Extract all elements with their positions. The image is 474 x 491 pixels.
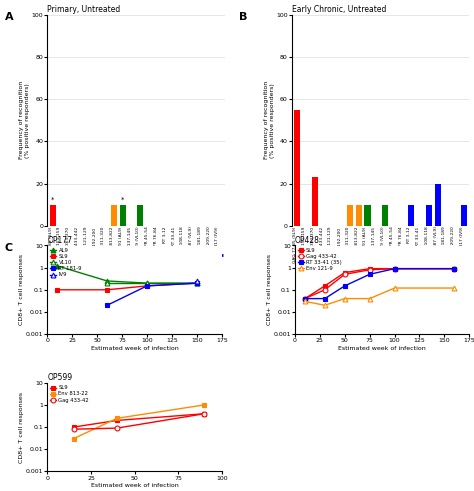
Text: A: A — [5, 12, 13, 22]
Legend: SL9, Env 813-22, Gag 433-42: SL9, Env 813-22, Gag 433-42 — [50, 385, 89, 403]
X-axis label: Estimated week of infection: Estimated week of infection — [91, 346, 178, 351]
Bar — [294, 110, 301, 226]
Bar — [50, 205, 56, 226]
X-axis label: Estimated week of infection: Estimated week of infection — [338, 346, 426, 351]
Bar — [408, 205, 414, 226]
Y-axis label: CD8+ T cell responses: CD8+ T cell responses — [19, 254, 24, 325]
Y-axis label: Frequency of recognition
(% positive responders): Frequency of recognition (% positive res… — [264, 81, 275, 160]
Bar — [347, 205, 353, 226]
Text: Primary, Untreated: Primary, Untreated — [47, 5, 121, 14]
Text: NEF: NEF — [368, 273, 385, 281]
Text: ENV: ENV — [337, 273, 355, 281]
Legend: SL9, Gag 433-42, RT 33-41 (35), Env 121-9: SL9, Gag 433-42, RT 33-41 (35), Env 121-… — [298, 248, 342, 272]
Text: Early Chronic, Untreated: Early Chronic, Untreated — [292, 5, 386, 14]
Text: ENV: ENV — [92, 273, 110, 281]
Bar — [382, 205, 388, 226]
Text: C: C — [5, 243, 13, 253]
Bar — [111, 205, 117, 226]
Bar — [461, 205, 467, 226]
Bar — [312, 177, 318, 226]
Text: B: B — [239, 12, 248, 22]
Text: OP428: OP428 — [295, 236, 320, 245]
Text: POL: POL — [420, 273, 438, 281]
Bar — [137, 205, 144, 226]
Bar — [435, 184, 441, 226]
Y-axis label: CD8+ T cell responses: CD8+ T cell responses — [19, 392, 24, 463]
Y-axis label: CD8+ T cell responses: CD8+ T cell responses — [267, 254, 272, 325]
X-axis label: Estimated week of infection: Estimated week of infection — [91, 483, 178, 489]
Bar — [356, 205, 362, 226]
Text: POL: POL — [176, 273, 193, 281]
Text: *: * — [51, 196, 55, 203]
Y-axis label: Frequency of recognition
(% positive responders): Frequency of recognition (% positive res… — [19, 81, 30, 160]
Text: GAG: GAG — [56, 273, 75, 281]
Bar — [426, 205, 432, 226]
Text: OP599: OP599 — [47, 373, 73, 382]
Text: GAG: GAG — [301, 273, 319, 281]
Bar — [120, 205, 126, 226]
Bar — [365, 205, 371, 226]
Text: *: * — [121, 196, 125, 203]
Text: NEF: NEF — [123, 273, 140, 281]
Text: OP177: OP177 — [47, 236, 73, 245]
Legend: AL9, SL9, VL10, RT 181-9, IV9: AL9, SL9, VL10, RT 181-9, IV9 — [50, 248, 82, 277]
